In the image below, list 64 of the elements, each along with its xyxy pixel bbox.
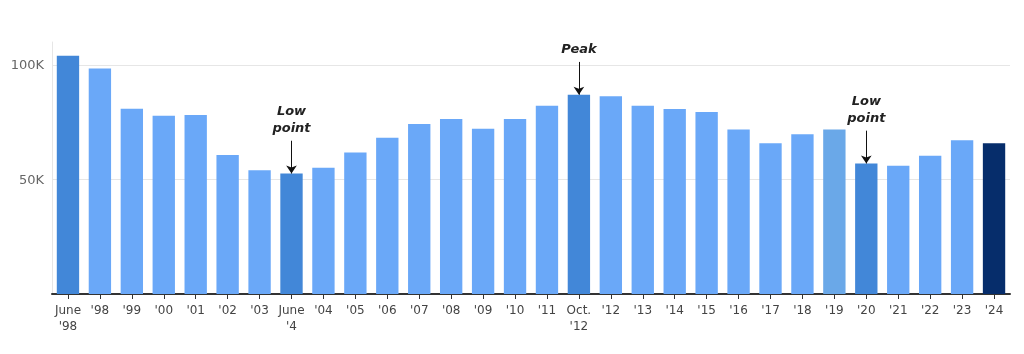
x-tick-label: '16: [729, 303, 748, 317]
x-tick-label: '23: [952, 303, 972, 317]
bar: [312, 167, 335, 294]
bar: [376, 137, 399, 294]
x-tick-label: '11: [537, 303, 557, 317]
bar: [535, 105, 559, 294]
bar: [631, 105, 654, 294]
x-tick-label: '05: [346, 303, 365, 317]
annotation: Peak: [561, 40, 598, 56]
x-tick-label: '12: [601, 303, 621, 317]
x-tick-label: Oct. '12: [566, 303, 592, 333]
x-tick-label: '15: [697, 303, 716, 317]
x-tick-label: '18: [793, 303, 812, 317]
bar: [887, 165, 910, 294]
bar: [982, 143, 1006, 294]
bar: [599, 96, 623, 294]
x-tick-label: '03: [250, 303, 269, 317]
bar: [152, 115, 175, 294]
bar: [184, 115, 207, 294]
x-tick-label: '02: [218, 303, 237, 317]
y-tick-label: 100K: [10, 57, 45, 73]
bar: [120, 108, 144, 294]
x-tick-label: '13: [633, 303, 653, 317]
bar: [695, 112, 718, 294]
bar: [216, 154, 239, 294]
bar: [248, 170, 271, 294]
x-tick-label: '98: [90, 303, 110, 317]
x-tick-label: '24: [984, 303, 1004, 317]
x-tick-label: '08: [441, 303, 461, 317]
x-tick-label: '07: [409, 303, 429, 317]
x-tick-label: '22: [920, 303, 940, 317]
x-tick-label: '00: [154, 303, 174, 317]
x-tick-label: '19: [825, 303, 844, 317]
annotation: Low point: [271, 102, 312, 135]
x-tick-label: '04: [314, 303, 333, 317]
bar: [56, 55, 80, 294]
y-tick-label: 50K: [18, 171, 45, 187]
bar: [727, 129, 750, 294]
x-tick-label: '10: [505, 303, 525, 317]
bar: [88, 68, 112, 294]
bar: [439, 118, 463, 294]
bar: [855, 163, 878, 294]
x-tick-label: '20: [857, 303, 876, 317]
x-tick-label: '99: [122, 303, 142, 317]
x-tick-label: June '98: [53, 303, 82, 333]
bar: [471, 128, 495, 294]
annotation: Low point: [846, 92, 887, 125]
x-tick-label: '14: [665, 303, 684, 317]
x-tick-label: '17: [761, 303, 780, 317]
bar: [950, 140, 974, 294]
x-tick-label: '06: [378, 303, 397, 317]
bar: [663, 108, 686, 294]
x-tick-label: '21: [888, 303, 908, 317]
bar: [918, 155, 942, 294]
bar: [344, 152, 367, 294]
bar: [823, 129, 846, 294]
bar: [503, 118, 527, 294]
bar: [791, 134, 814, 294]
x-tick-label: '09: [473, 303, 493, 317]
bar: [759, 143, 782, 294]
bar: [280, 173, 303, 294]
x-tick-label: '01: [186, 303, 205, 317]
bar: [408, 124, 431, 294]
x-tick-label: June '4: [277, 303, 305, 333]
